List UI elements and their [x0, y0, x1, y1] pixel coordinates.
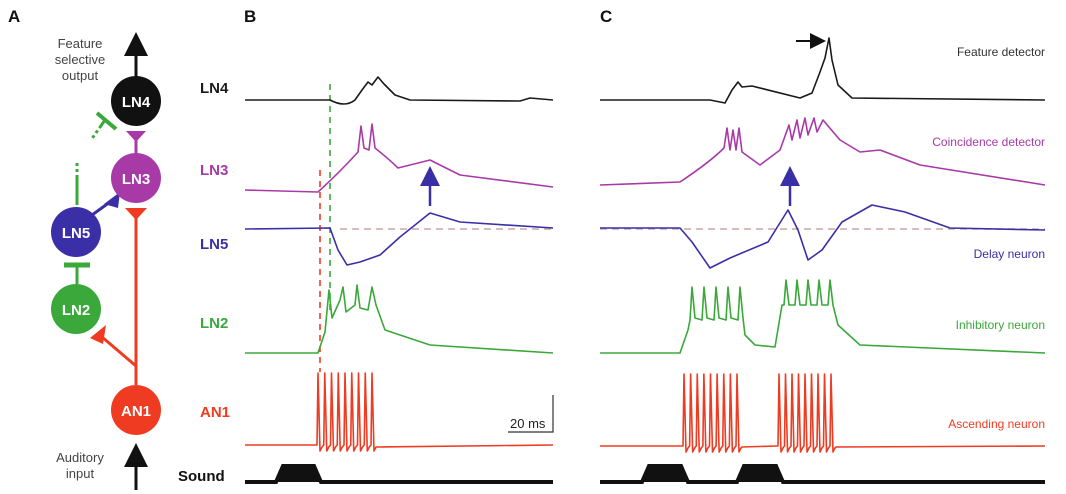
trace-b-ln5 [244, 212, 554, 266]
trace-c-ln5 [600, 204, 1046, 269]
row-label-ln2: LN2 [200, 315, 228, 332]
svg-text:LN4: LN4 [122, 94, 151, 111]
excitatory-synapse-icon [90, 325, 106, 344]
trace-b-ln4 [245, 76, 554, 105]
svg-text:AN1: AN1 [121, 403, 151, 420]
row-label-ln5: LN5 [200, 236, 228, 253]
svg-text:LN2: LN2 [62, 302, 90, 319]
label-inhibitory-neuron: Inhibitory neuron [956, 318, 1045, 332]
input-label-1: Auditory [56, 450, 104, 465]
input-label-2: input [66, 466, 95, 481]
excitatory-synapse-icon [125, 208, 147, 220]
node-ln3: LN3 [111, 153, 161, 203]
trace-c-ln4 [600, 37, 1046, 104]
row-label-ln4: LN4 [200, 80, 229, 97]
sound-stimulus-b [245, 464, 553, 484]
panel-c-traces [599, 33, 1046, 484]
label-feature-detector: Feature detector [957, 45, 1045, 59]
node-ln2: LN2 [51, 284, 101, 334]
panel-label-b: B [244, 7, 256, 26]
output-label-3: output [62, 68, 99, 83]
svg-text:LN3: LN3 [122, 171, 150, 188]
panel-b-traces: 20 ms [244, 76, 554, 484]
row-label-an1: AN1 [200, 404, 230, 421]
label-ascending-neuron: Ascending neuron [948, 417, 1045, 431]
trace-b-ln3 [244, 123, 554, 193]
node-an1: AN1 [111, 385, 161, 435]
output-label-1: Feature [58, 36, 103, 51]
trace-c-ln2 [600, 279, 1046, 354]
output-label-2: selective [55, 52, 106, 67]
panel-label-a: A [8, 7, 20, 26]
excitatory-synapse-icon [126, 131, 146, 142]
scale-bar-label: 20 ms [510, 416, 546, 431]
trace-b-an1 [245, 372, 554, 452]
ln5-to-ln4-connection [75, 119, 107, 205]
circuit-diagram: Feature selective output LN4 LN3 LN5 LN2… [51, 32, 161, 490]
trace-b-ln2 [245, 284, 554, 354]
label-delay-neuron: Delay neuron [974, 247, 1045, 261]
trace-c-an1 [600, 373, 1046, 453]
sound-stimulus-c [600, 464, 1045, 484]
row-label-sound: Sound [178, 468, 225, 485]
svg-text:LN5: LN5 [62, 225, 90, 242]
row-label-ln3: LN3 [200, 162, 228, 179]
node-ln5: LN5 [51, 207, 101, 257]
label-coincidence-detector: Coincidence detector [932, 135, 1045, 149]
trace-c-ln3 [599, 117, 1046, 186]
panel-label-c: C [600, 7, 612, 26]
scale-bar [508, 395, 554, 433]
node-ln4: LN4 [111, 76, 161, 126]
excitatory-synapse-icon [104, 192, 120, 208]
inhibitory-synapse-icon [95, 111, 118, 131]
